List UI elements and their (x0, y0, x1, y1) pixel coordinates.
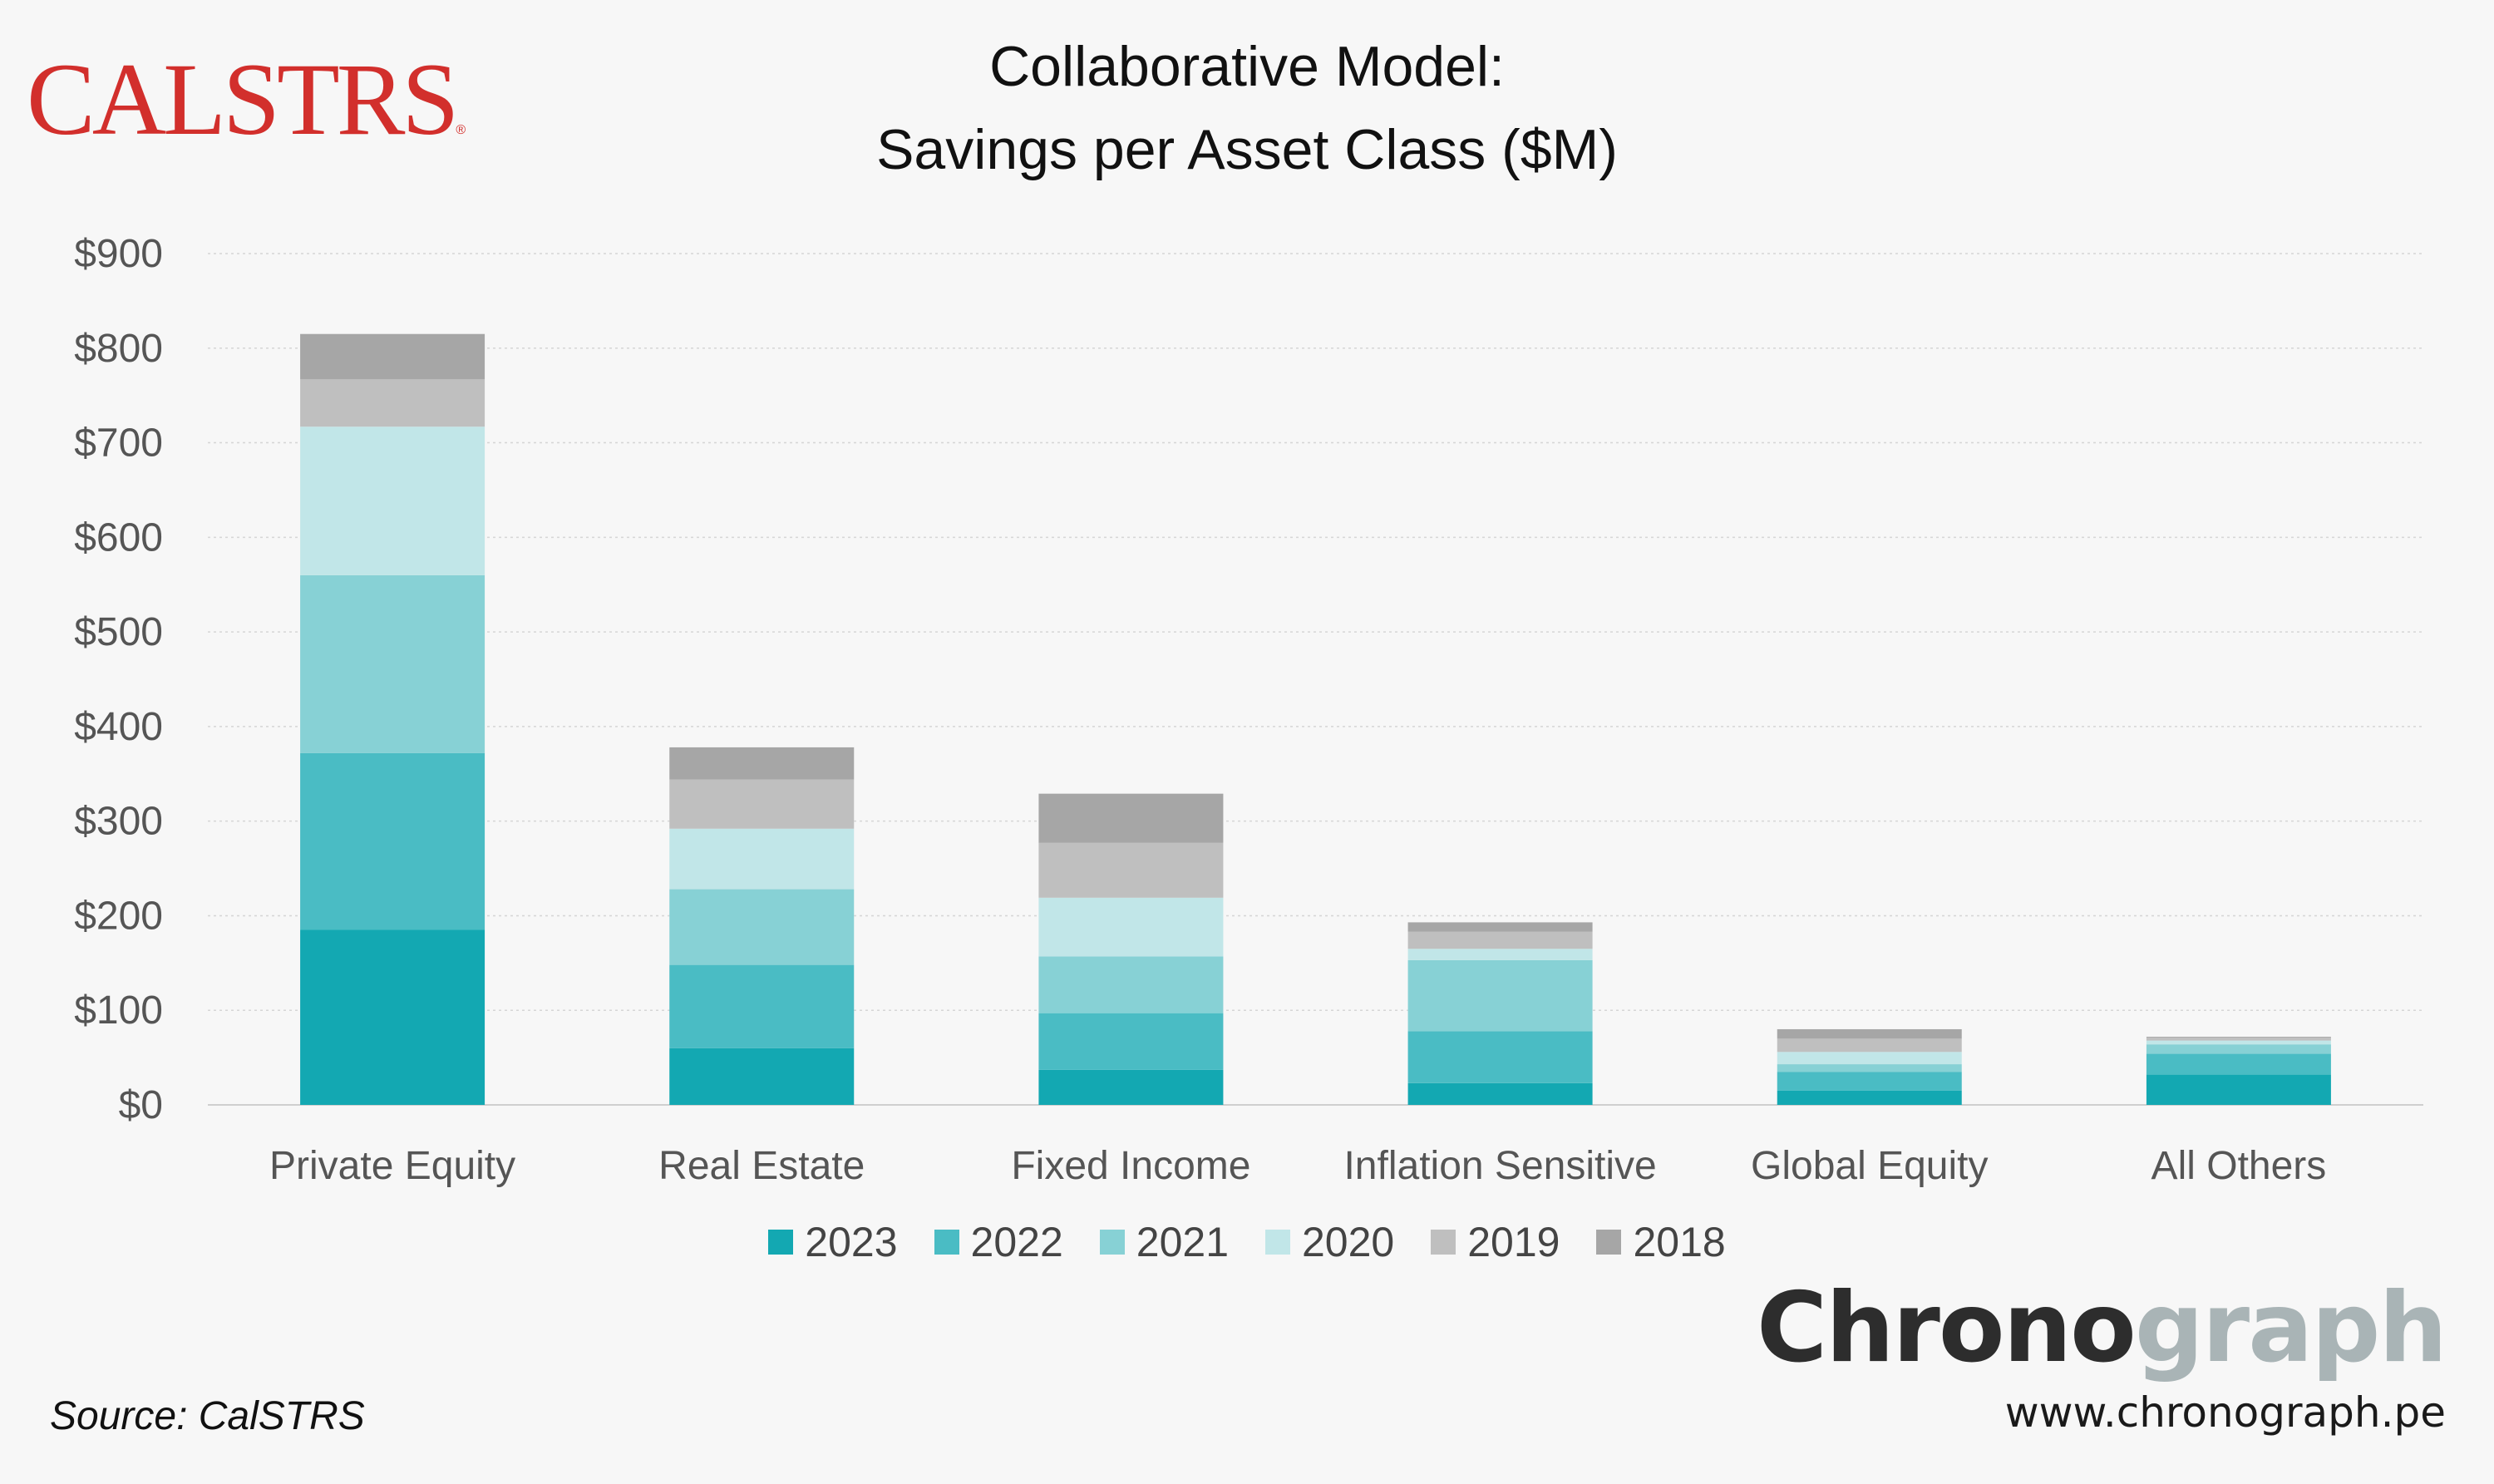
y-tick-label: $300 (74, 800, 163, 844)
bars (300, 333, 2331, 1105)
bar-segment (1038, 1069, 1224, 1105)
legend-item: 2022 (934, 1218, 1063, 1266)
bar-segment (300, 379, 485, 427)
chronograph-logo-part-b: graph (2134, 1272, 2447, 1384)
x-tick-label: Inflation Sensitive (1343, 1144, 1656, 1188)
bar-segment (300, 929, 485, 1105)
bar-segment (1777, 1052, 1962, 1065)
bar-segment (1407, 1031, 1593, 1083)
bar-segment (1777, 1038, 1962, 1053)
legend-swatch (934, 1230, 959, 1255)
bar-segment (2146, 1074, 2331, 1105)
bar-segment (669, 779, 855, 829)
bar-segment (669, 1048, 855, 1105)
bar-segment (669, 889, 855, 965)
legend-item: 2021 (1099, 1218, 1229, 1266)
bar-segment (1777, 1090, 1962, 1105)
bar-segment (1038, 1013, 1224, 1070)
legend-swatch (768, 1230, 794, 1255)
chart-title-block: Collaborative Model: Savings per Asset C… (0, 25, 2494, 191)
bar-segment (1407, 949, 1593, 960)
bar-segment (300, 426, 485, 575)
bar-segment (1407, 1082, 1593, 1105)
chronograph-logo-part-a: Chrono (1756, 1272, 2137, 1384)
bar-segment (2146, 1053, 2331, 1075)
x-tick-label: Real Estate (658, 1144, 865, 1188)
legend-item: 2018 (1596, 1218, 1726, 1266)
y-tick-label: $100 (74, 989, 163, 1033)
bar-segment (1777, 1028, 1962, 1039)
y-axis-tick-labels: $0 $100 $200 $300 $400 $500 $600 $700 $800 $900 (74, 232, 163, 1127)
legend-label: 2023 (805, 1219, 898, 1265)
y-tick-label: $200 (74, 894, 163, 938)
bar-segment (2146, 1038, 2331, 1041)
bar-segment (1777, 1064, 1962, 1072)
bar-segment (1407, 959, 1593, 1032)
legend-swatch (1099, 1230, 1125, 1255)
chart-subtitle: Savings per Asset Class ($M) (876, 118, 1618, 181)
bar-segment (2146, 1040, 2331, 1045)
legend-label: 2021 (1136, 1219, 1229, 1265)
bar-segment (1777, 1072, 1962, 1091)
bar-segment (1038, 956, 1224, 1013)
chronograph-logo: Chronograph (1757, 1280, 2447, 1377)
bar-segment (669, 964, 855, 1048)
x-axis-tick-labels: Private Equity Real Estate Fixed Income Inf… (269, 1144, 2326, 1188)
bar-segment (2146, 1037, 2331, 1038)
source-note: Source: CalSTRS (50, 1394, 365, 1438)
legend-swatch (1431, 1230, 1456, 1255)
y-tick-label: $700 (74, 422, 163, 466)
x-tick-label: Global Equity (1751, 1144, 1989, 1188)
legend-label: 2022 (970, 1219, 1063, 1265)
registered-mark: ® (456, 123, 466, 137)
x-tick-label: Fixed Income (1011, 1144, 1250, 1188)
bar-segment (1038, 842, 1224, 898)
bar-segment (669, 828, 855, 890)
legend-item: 2023 (768, 1218, 898, 1266)
legend-label: 2018 (1633, 1219, 1726, 1265)
y-tick-label: $600 (74, 515, 163, 560)
legend-label: 2020 (1302, 1219, 1395, 1265)
legend-label: 2019 (1467, 1219, 1560, 1265)
y-tick-label: $500 (74, 610, 163, 654)
legend-swatch (1265, 1230, 1290, 1255)
legend-item: 2019 (1431, 1218, 1560, 1266)
calstrs-logo: CALSTRS® (27, 48, 466, 151)
chart-title: Collaborative Model: (989, 35, 1505, 98)
bar-segment (1038, 793, 1224, 843)
bar-segment (1407, 922, 1593, 932)
bar-segment (669, 747, 855, 780)
bar-segment (1407, 931, 1593, 949)
x-tick-label: Private Equity (269, 1144, 515, 1188)
legend: 2023 2022 2021 2020 2019 2018 (0, 1218, 2494, 1266)
legend-item: 2020 (1265, 1218, 1394, 1266)
y-tick-label: $400 (74, 705, 163, 749)
legend-swatch (1596, 1230, 1622, 1255)
bar-segment (2146, 1044, 2331, 1054)
website-url[interactable]: www.chronograph.pe (2004, 1388, 2446, 1437)
bar-segment (300, 752, 485, 930)
bar-segment (1038, 897, 1224, 957)
calstrs-logo-text: CALSTRS (27, 42, 459, 156)
bar-segment (300, 574, 485, 753)
x-tick-label: All Others (2151, 1144, 2327, 1188)
gridlines (208, 253, 2423, 1106)
y-tick-label: $0 (119, 1083, 163, 1127)
bar-segment (300, 333, 485, 380)
y-tick-label: $800 (74, 327, 163, 371)
y-tick-label: $900 (74, 232, 163, 276)
